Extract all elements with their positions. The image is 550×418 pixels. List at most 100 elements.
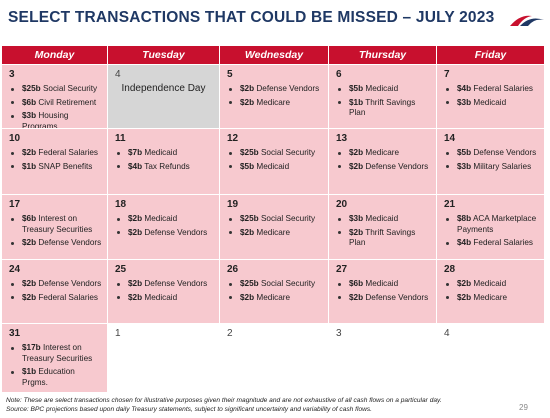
transaction-amount: $4b xyxy=(457,238,472,247)
transaction-amount: $1b xyxy=(22,367,37,376)
transaction-description: Federal Salaries xyxy=(473,84,534,93)
transaction-item: $2b Medicaid xyxy=(115,293,214,304)
calendar-day-cell: 10 $2b Federal Salaries $1b SNAP Benefits xyxy=(2,129,107,194)
transaction-description: Defense Vendors xyxy=(38,238,102,247)
transaction-item: $7b Medicaid xyxy=(115,148,214,159)
transaction-amount: $5b xyxy=(349,84,364,93)
footnote: Note: These are select transactions chos… xyxy=(6,396,511,414)
transaction-item: $3b Medicaid xyxy=(336,214,431,225)
calendar-day-cell: 27 $6b Medicaid $2b Defense Vendors xyxy=(329,260,436,323)
transaction-item: $25b Social Security xyxy=(9,84,102,95)
transaction-item: $2b Defense Vendors xyxy=(336,293,431,304)
transaction-description: Social Security xyxy=(260,148,316,157)
transaction-description: Defense Vendors xyxy=(365,161,429,171)
transaction-description: Thrift Savings Plan xyxy=(349,97,416,118)
transaction-item: $6b Interest on Treasury Securities xyxy=(9,214,102,235)
transaction-description: ACA Marketplace Payments xyxy=(457,214,537,234)
calendar-day-cell: 3 xyxy=(329,324,436,392)
transaction-description: Defense Vendors xyxy=(144,227,208,237)
transaction-item: $25b Social Security xyxy=(227,148,323,159)
transaction-description: Medicaid xyxy=(144,292,178,302)
transaction-item: $2b Federal Salaries xyxy=(9,293,102,304)
day-number: 20 xyxy=(336,199,348,210)
transaction-amount: $2b xyxy=(128,227,143,237)
transaction-description: Medicaid xyxy=(365,279,399,288)
transaction-list: $3b Medicaid $2b Thrift Savings Plan xyxy=(336,214,431,249)
day-number: 31 xyxy=(9,328,21,339)
day-number: 3 xyxy=(9,69,15,80)
transaction-item: $2b Medicare xyxy=(444,293,539,304)
transaction-description: Medicare xyxy=(256,97,291,107)
transaction-description: Defense Vendors xyxy=(38,279,102,288)
transaction-list: $2b Defense Vendors $2b Medicaid xyxy=(115,279,214,303)
transaction-description: Medicaid xyxy=(365,214,399,223)
transaction-amount: $2b xyxy=(22,238,37,247)
transaction-description: Tax Refunds xyxy=(144,161,190,171)
transaction-item: $1b Education Prgms. xyxy=(9,367,102,388)
transaction-amount: $4b xyxy=(128,161,143,171)
transaction-description: SNAP Benefits xyxy=(38,161,93,171)
transaction-amount: $6b xyxy=(22,97,37,107)
calendar-day-cell: 14 $5b Defense Vendors $3b Military Salari… xyxy=(437,129,544,194)
transaction-description: Defense Vendors xyxy=(365,292,429,302)
day-number: 17 xyxy=(9,199,21,210)
transaction-list: $7b Medicaid $4b Tax Refunds xyxy=(115,148,214,172)
transaction-description: Social Security xyxy=(260,214,316,223)
day-number: 27 xyxy=(336,264,348,275)
transaction-amount: $2b xyxy=(457,279,472,288)
transaction-item: $6b Medicaid xyxy=(336,279,431,290)
calendar-day-cell: 20 $3b Medicaid $2b Thrift Savings Plan xyxy=(329,195,436,259)
day-number: 1 xyxy=(115,328,121,339)
transaction-amount: $25b xyxy=(240,279,259,288)
calendar-day-cell: 4 Independence Day xyxy=(108,65,219,128)
day-number: 5 xyxy=(227,69,233,80)
transaction-item: $3b Housing Programs xyxy=(9,111,102,128)
transaction-amount: $2b xyxy=(240,84,255,93)
transaction-list: $8b ACA Marketplace Payments $4b Federal … xyxy=(444,214,539,249)
transaction-item: $2b Defense Vendors xyxy=(227,84,323,95)
transaction-item: $2b Defense Vendors xyxy=(336,162,431,173)
day-number: 18 xyxy=(115,199,127,210)
transaction-description: Civil Retirement xyxy=(38,97,97,107)
day-number: 14 xyxy=(444,133,456,144)
transaction-item: $2b Thrift Savings Plan xyxy=(336,228,431,249)
transaction-list: $2b Medicaid $2b Defense Vendors xyxy=(115,214,214,238)
transaction-description: Medicare xyxy=(256,292,291,302)
transaction-description: Social Security xyxy=(260,279,316,288)
transaction-amount: $2b xyxy=(240,97,255,107)
transaction-amount: $2b xyxy=(457,292,472,302)
calendar-day-cell: 4 xyxy=(437,324,544,392)
calendar-day-cell: 19 $25b Social Security $2b Medicare xyxy=(220,195,328,259)
weekday-header-tuesday: Tuesday xyxy=(108,46,219,64)
day-number: 11 xyxy=(115,133,126,144)
transaction-item: $2b Defense Vendors xyxy=(115,279,214,290)
day-number: 24 xyxy=(9,264,21,275)
transaction-item: $4b Tax Refunds xyxy=(115,162,214,173)
day-number: 3 xyxy=(336,328,342,339)
transaction-description: Defense Vendors xyxy=(144,279,208,288)
transaction-item: $2b Defense Vendors xyxy=(9,238,102,249)
calendar-day-cell: 2 xyxy=(220,324,328,392)
transaction-amount: $2b xyxy=(128,292,143,302)
transaction-list: $2b Federal Salaries $1b SNAP Benefits xyxy=(9,148,102,172)
day-number: 4 xyxy=(115,69,121,80)
transaction-amount: $3b xyxy=(349,214,364,223)
transaction-item: $5b Medicaid xyxy=(227,162,323,173)
day-number: 4 xyxy=(444,328,450,339)
transaction-amount: $2b xyxy=(22,292,37,302)
transaction-item: $2b Medicaid xyxy=(115,214,214,225)
page-title: SELECT TRANSACTIONS THAT COULD BE MISSED… xyxy=(8,9,495,26)
day-number: 2 xyxy=(227,328,233,339)
day-number: 7 xyxy=(444,69,450,80)
calendar-day-cell: 11 $7b Medicaid $4b Tax Refunds xyxy=(108,129,219,194)
transaction-item: $25b Social Security xyxy=(227,214,323,225)
transaction-description: Housing Programs xyxy=(22,111,69,128)
transaction-description: Federal Salaries xyxy=(473,238,534,247)
transaction-amount: $2b xyxy=(128,279,143,288)
transaction-description: Social Security xyxy=(42,84,98,93)
calendar-day-cell: 24 $2b Defense Vendors $2b Federal Salarie… xyxy=(2,260,107,323)
calendar-day-cell: 28 $2b Medicaid $2b Medicare xyxy=(437,260,544,323)
calendar-day-cell: 25 $2b Defense Vendors $2b Medicaid xyxy=(108,260,219,323)
transaction-item: $5b Defense Vendors xyxy=(444,148,539,159)
transaction-list: $2b Defense Vendors $2b Medicare xyxy=(227,84,323,108)
